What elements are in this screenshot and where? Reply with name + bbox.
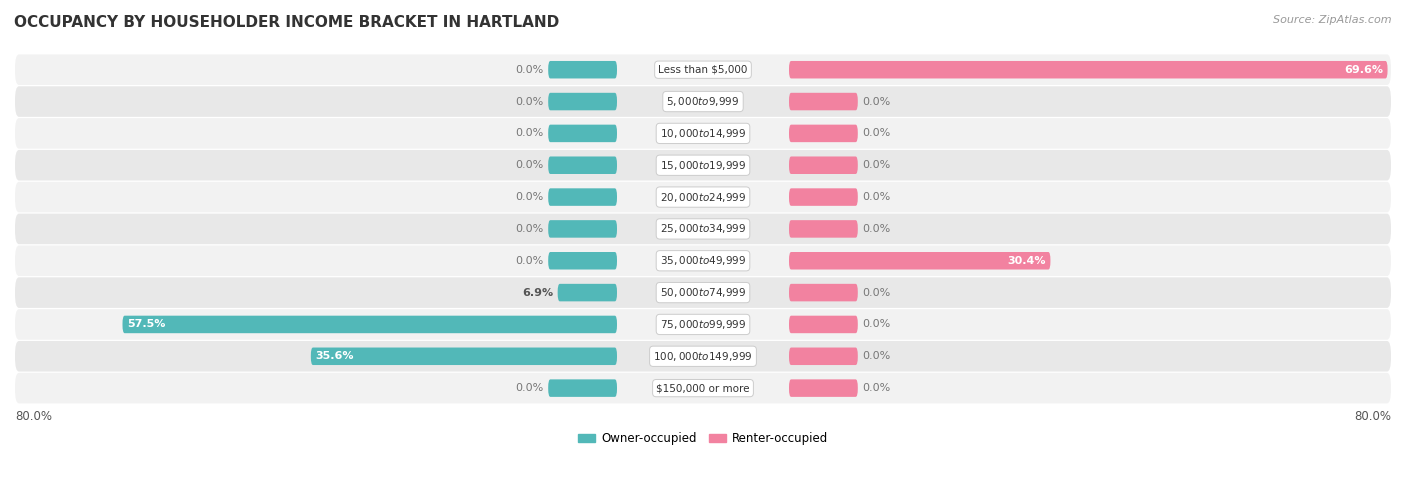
FancyBboxPatch shape: [311, 347, 617, 365]
Text: 57.5%: 57.5%: [127, 319, 165, 330]
Text: Source: ZipAtlas.com: Source: ZipAtlas.com: [1274, 15, 1392, 25]
FancyBboxPatch shape: [15, 182, 1391, 212]
Text: 0.0%: 0.0%: [862, 319, 890, 330]
FancyBboxPatch shape: [15, 278, 1391, 308]
FancyBboxPatch shape: [15, 245, 1391, 276]
FancyBboxPatch shape: [789, 124, 858, 142]
FancyBboxPatch shape: [15, 373, 1391, 403]
FancyBboxPatch shape: [789, 220, 858, 238]
Text: 0.0%: 0.0%: [516, 128, 544, 139]
FancyBboxPatch shape: [548, 188, 617, 206]
Text: 0.0%: 0.0%: [516, 97, 544, 106]
FancyBboxPatch shape: [789, 316, 858, 333]
Text: 0.0%: 0.0%: [862, 192, 890, 202]
FancyBboxPatch shape: [558, 284, 617, 301]
FancyBboxPatch shape: [548, 220, 617, 238]
Text: $150,000 or more: $150,000 or more: [657, 383, 749, 393]
Text: $20,000 to $24,999: $20,000 to $24,999: [659, 191, 747, 204]
Text: 0.0%: 0.0%: [516, 224, 544, 234]
Text: 0.0%: 0.0%: [516, 192, 544, 202]
Text: 80.0%: 80.0%: [1354, 410, 1391, 423]
Text: $35,000 to $49,999: $35,000 to $49,999: [659, 254, 747, 267]
FancyBboxPatch shape: [548, 380, 617, 397]
Text: 35.6%: 35.6%: [315, 351, 354, 361]
Text: 0.0%: 0.0%: [516, 65, 544, 75]
Text: 0.0%: 0.0%: [862, 97, 890, 106]
Text: $10,000 to $14,999: $10,000 to $14,999: [659, 127, 747, 140]
FancyBboxPatch shape: [548, 252, 617, 270]
Text: $5,000 to $9,999: $5,000 to $9,999: [666, 95, 740, 108]
FancyBboxPatch shape: [548, 61, 617, 78]
FancyBboxPatch shape: [789, 380, 858, 397]
FancyBboxPatch shape: [789, 284, 858, 301]
FancyBboxPatch shape: [548, 124, 617, 142]
FancyBboxPatch shape: [789, 188, 858, 206]
Text: 0.0%: 0.0%: [862, 288, 890, 297]
Text: $15,000 to $19,999: $15,000 to $19,999: [659, 159, 747, 172]
Text: 0.0%: 0.0%: [516, 383, 544, 393]
Text: $100,000 to $149,999: $100,000 to $149,999: [654, 350, 752, 363]
Text: OCCUPANCY BY HOUSEHOLDER INCOME BRACKET IN HARTLAND: OCCUPANCY BY HOUSEHOLDER INCOME BRACKET …: [14, 15, 560, 30]
FancyBboxPatch shape: [15, 54, 1391, 85]
Text: 0.0%: 0.0%: [516, 160, 544, 170]
Legend: Owner-occupied, Renter-occupied: Owner-occupied, Renter-occupied: [572, 427, 834, 450]
FancyBboxPatch shape: [15, 150, 1391, 180]
Text: 0.0%: 0.0%: [862, 128, 890, 139]
FancyBboxPatch shape: [789, 156, 858, 174]
FancyBboxPatch shape: [15, 214, 1391, 244]
FancyBboxPatch shape: [789, 252, 1050, 270]
Text: 80.0%: 80.0%: [15, 410, 52, 423]
FancyBboxPatch shape: [15, 341, 1391, 372]
Text: 0.0%: 0.0%: [862, 160, 890, 170]
FancyBboxPatch shape: [15, 309, 1391, 340]
Text: 69.6%: 69.6%: [1344, 65, 1384, 75]
Text: 0.0%: 0.0%: [862, 224, 890, 234]
Text: Less than $5,000: Less than $5,000: [658, 65, 748, 75]
FancyBboxPatch shape: [789, 93, 858, 110]
FancyBboxPatch shape: [15, 87, 1391, 117]
FancyBboxPatch shape: [548, 156, 617, 174]
FancyBboxPatch shape: [789, 347, 858, 365]
Text: $25,000 to $34,999: $25,000 to $34,999: [659, 223, 747, 235]
Text: $75,000 to $99,999: $75,000 to $99,999: [659, 318, 747, 331]
FancyBboxPatch shape: [789, 61, 1388, 78]
Text: $50,000 to $74,999: $50,000 to $74,999: [659, 286, 747, 299]
FancyBboxPatch shape: [122, 316, 617, 333]
Text: 0.0%: 0.0%: [862, 351, 890, 361]
FancyBboxPatch shape: [548, 93, 617, 110]
Text: 6.9%: 6.9%: [522, 288, 554, 297]
FancyBboxPatch shape: [15, 118, 1391, 149]
Text: 0.0%: 0.0%: [862, 383, 890, 393]
Text: 0.0%: 0.0%: [516, 256, 544, 266]
Text: 30.4%: 30.4%: [1008, 256, 1046, 266]
